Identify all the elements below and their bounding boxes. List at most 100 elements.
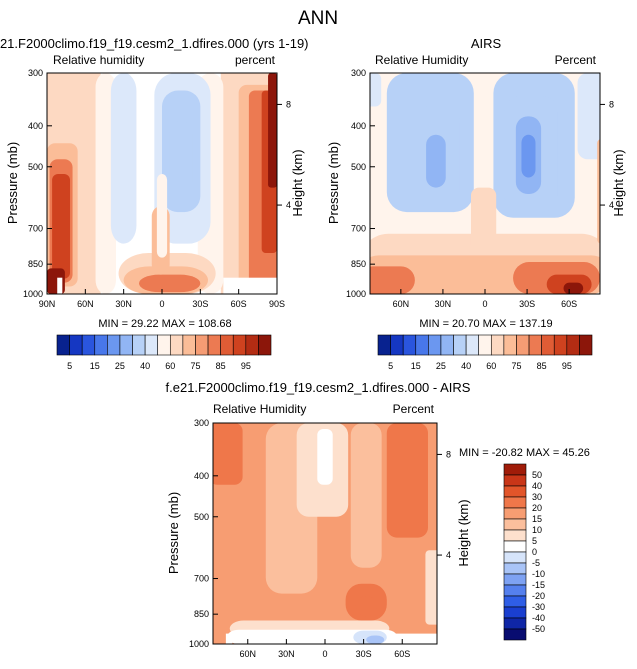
colorbar-box <box>258 334 272 356</box>
contour-band <box>521 134 536 178</box>
colorbar-box <box>220 334 234 356</box>
panel-right-label: percent <box>235 53 276 67</box>
colorbar-box <box>503 540 527 553</box>
contour-band <box>317 429 333 485</box>
contour-band <box>366 635 385 644</box>
colorbar-label: -20 <box>532 591 545 601</box>
missing-data <box>388 633 437 644</box>
colorbar-box <box>144 334 159 356</box>
colorbar-label: 15 <box>532 514 542 524</box>
colorbar-label: -5 <box>532 558 540 568</box>
colorbar-box <box>119 334 133 356</box>
colorbar-box <box>56 334 70 356</box>
colorbar-box <box>503 474 527 487</box>
missing-data <box>223 277 277 294</box>
plot-axes: 300 400 500 700 850 1000 8 4 90N 60N 30N 0 30S 60S 90S <box>23 68 291 309</box>
colorbar-label: 75 <box>511 361 521 371</box>
colorbar-box <box>453 334 467 356</box>
colorbar-box <box>503 485 527 498</box>
y2-tick-label: 8 <box>286 99 291 109</box>
colorbar-box <box>503 628 527 641</box>
x-tick-label: 60N <box>240 649 257 659</box>
figure-title: ANN <box>298 8 338 29</box>
contour-band <box>370 73 382 107</box>
x-tick-label: 30N <box>435 299 452 309</box>
colorbar-label: -40 <box>532 613 545 623</box>
y-tick-label: 850 <box>351 259 366 269</box>
colorbar-box <box>232 334 247 356</box>
colorbar-label: -10 <box>532 569 545 579</box>
contour-band <box>470 187 497 254</box>
colorbar-label: -50 <box>532 624 545 634</box>
colorbar-label: 20 <box>532 503 542 513</box>
x-tick-label: 30S <box>356 649 372 659</box>
panel-right-label: Percent <box>393 402 435 416</box>
contour-band <box>597 139 600 244</box>
missing-data <box>225 633 233 644</box>
colorbar-absolute-airs: 5 15 25 40 60 75 85 95 <box>377 334 593 371</box>
colorbar-label: 15 <box>411 361 421 371</box>
colorbar-label: 95 <box>241 361 251 371</box>
plot-axes: 300 400 500 700 850 1000 8 4 60N 30N 0 30S 60S <box>189 418 451 659</box>
colorbar-box <box>503 463 527 476</box>
colorbar-box <box>553 334 568 356</box>
plot-axes: 300 400 500 700 850 1000 8 4 60N 30N 0 30S 60S <box>346 68 614 309</box>
colorbar-box <box>503 573 527 586</box>
colorbar-box <box>503 551 527 564</box>
y-tick-label: 500 <box>351 162 366 172</box>
colorbar-box <box>503 518 527 531</box>
y2-axis-label: Height (km) <box>611 149 626 216</box>
colorbar-label: 5 <box>532 536 537 546</box>
contour-band <box>577 73 600 160</box>
y2-axis-label: Height (km) <box>290 149 305 216</box>
colorbar-label: 25 <box>115 361 125 371</box>
y-tick-label: 850 <box>194 609 209 619</box>
panel-right-label: Percent <box>555 53 597 67</box>
colorbar-box <box>503 334 517 356</box>
colorbar-box <box>541 334 555 356</box>
y-tick-label: 400 <box>351 121 366 131</box>
colorbar-box <box>428 334 442 356</box>
colorbar-box <box>207 334 221 356</box>
y-tick-label: 700 <box>351 224 366 234</box>
colorbar-box <box>465 334 480 356</box>
colorbar-label: 5 <box>67 361 72 371</box>
y-tick-label: 400 <box>28 121 43 131</box>
colorbar-label: 50 <box>532 470 542 480</box>
colorbar-box <box>94 334 108 356</box>
x-tick-label: 60S <box>394 649 410 659</box>
colorbar-box <box>503 595 527 608</box>
y2-tick-label: 8 <box>609 99 614 109</box>
contour-band <box>563 282 584 294</box>
colorbar-box <box>503 584 527 597</box>
y2-tick-label: 4 <box>609 200 614 210</box>
y-axis-label: Pressure (mb) <box>5 142 20 224</box>
colorbar-box <box>390 334 404 356</box>
colorbar-label: 40 <box>532 481 542 491</box>
colorbar-box <box>503 562 527 575</box>
panel-airs: AIRS Relative Humidity Percent 300 400 500… <box>326 36 626 330</box>
colorbar-box <box>528 334 542 356</box>
x-tick-label: 90S <box>269 299 285 309</box>
contour-plot <box>47 73 277 294</box>
colorbar-label: 40 <box>140 361 150 371</box>
y-tick-label: 500 <box>28 162 43 172</box>
missing-data <box>57 277 63 294</box>
y2-tick-label: 4 <box>286 200 291 210</box>
colorbar-label: 40 <box>461 361 471 371</box>
y-axis-label: Pressure (mb) <box>166 492 181 574</box>
x-tick-label: 60S <box>561 299 577 309</box>
colorbar-label: 25 <box>436 361 446 371</box>
colorbar-box <box>157 334 171 356</box>
contour-band <box>117 73 134 213</box>
colorbar-box <box>503 606 527 619</box>
y-tick-label: 700 <box>28 224 43 234</box>
colorbar-label: -15 <box>532 580 545 590</box>
y-tick-label: 1000 <box>23 289 43 299</box>
colorbar-box <box>503 496 527 509</box>
panel-model: f.e21.F2000climo.f19_f19.cesm2_1.dfires.… <box>0 36 309 330</box>
colorbar-label: 10 <box>532 525 542 535</box>
colorbar-box <box>503 507 527 520</box>
colorbar-box <box>503 529 527 542</box>
